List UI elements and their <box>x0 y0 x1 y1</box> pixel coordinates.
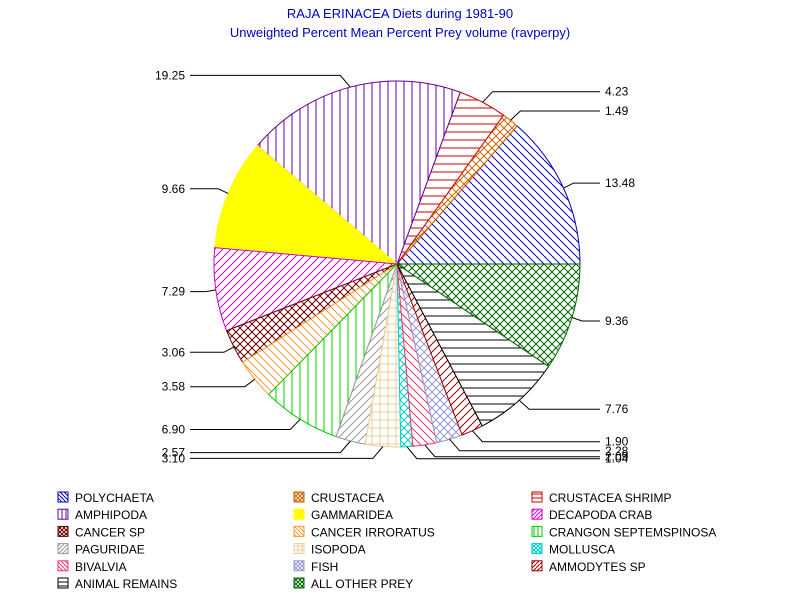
legend-label: FISH <box>311 560 338 574</box>
leader-line <box>190 346 235 353</box>
slice-value-label: 3.06 <box>162 345 186 359</box>
slice-value-label: 7.76 <box>605 402 629 416</box>
leader-line <box>571 317 600 322</box>
slice-value-label: 2.28 <box>605 444 629 458</box>
legend-label: ALL OTHER PREY <box>311 577 413 591</box>
slice-value-label: 19.25 <box>155 68 185 82</box>
slice-value-label: 3.58 <box>162 380 186 394</box>
slice-value-label: 6.90 <box>162 423 186 437</box>
legend-label: CRANGON SEPTEMSPINOSA <box>549 525 716 539</box>
slice-value-label: 9.36 <box>605 314 629 328</box>
slice-value-label: 9.66 <box>162 182 186 196</box>
leader-line <box>190 74 351 88</box>
slice-value-label: 1.90 <box>605 435 629 449</box>
legend-swatch <box>57 525 69 537</box>
leader-line <box>190 289 216 293</box>
slice-value-label: 13.48 <box>605 176 635 190</box>
legend-swatch <box>531 491 543 503</box>
leader-line <box>449 438 600 452</box>
legend-swatch <box>293 577 305 589</box>
slice-value-label: 4.23 <box>605 85 629 99</box>
leader-line <box>190 188 229 194</box>
legend-label: BIVALVIA <box>75 560 127 574</box>
legend-label: AMMODYTES SP <box>549 560 646 574</box>
legend-label: PAGURIDAE <box>75 543 145 557</box>
legend-label: GAMMARIDEA <box>311 508 393 522</box>
slice-value-label: 2.09 <box>605 450 629 464</box>
leader-line <box>190 378 256 388</box>
legend-label: CANCER SP <box>75 525 145 539</box>
leader-line <box>190 440 351 454</box>
legend-swatch <box>531 525 543 537</box>
slice-value-label: 7.29 <box>162 285 186 299</box>
leader-line <box>190 446 384 459</box>
legend-label: MOLLUSCA <box>549 543 615 557</box>
slice-value-label: 3.10 <box>162 451 186 465</box>
chart-title: RAJA ERINACEA Diets during 1981-90 <box>287 6 513 21</box>
legend-swatch <box>293 560 305 572</box>
legend-label: ISOPODA <box>311 543 366 557</box>
legend-swatch <box>293 491 305 503</box>
legend-swatch <box>293 525 305 537</box>
leader-line <box>563 182 600 189</box>
legend-swatch <box>57 508 69 520</box>
leader-line <box>510 110 600 121</box>
leader-line <box>424 444 600 458</box>
slice-value-label: 1.49 <box>605 104 629 118</box>
leader-line <box>190 418 301 430</box>
pie-slices <box>213 80 581 448</box>
legend-swatch <box>293 543 305 555</box>
slice-value-label: 1.04 <box>605 452 629 466</box>
leader-line <box>406 446 600 460</box>
legend-swatch <box>531 508 543 520</box>
leader-line <box>472 430 600 443</box>
legend-label: CRUSTACEA <box>311 491 384 505</box>
slice-labels: 13.48 1.49 4.23 19.25 9.66 7.29 3.06 3.58 6.90 2.… <box>155 68 635 465</box>
legend-label: AMPHIPODA <box>75 508 147 522</box>
legend-swatch <box>57 577 69 589</box>
slice-value-label: 2.57 <box>162 446 186 460</box>
legend-swatch <box>57 543 69 555</box>
chart-subtitle: Unweighted Percent Mean Percent Prey vol… <box>230 25 570 40</box>
legend-swatch <box>293 508 305 520</box>
leader-line <box>518 399 600 410</box>
legend-swatch <box>531 543 543 555</box>
legend-label: CRUSTACEA SHRIMP <box>549 491 671 505</box>
leader-line <box>482 91 600 103</box>
legend-label: DECAPODA CRAB <box>549 508 652 522</box>
legend-label: CANCER IRRORATUS <box>311 525 435 539</box>
legend-swatch <box>57 560 69 572</box>
legend-label: ANIMAL REMAINS <box>75 577 177 591</box>
legend-swatch <box>57 491 69 503</box>
legend-label: POLYCHAETA <box>75 491 154 505</box>
legend-swatch <box>531 560 543 572</box>
legend: POLYCHAETA CRUSTACEA CRUSTACEA SHRIMP AMPHI… <box>57 491 716 591</box>
